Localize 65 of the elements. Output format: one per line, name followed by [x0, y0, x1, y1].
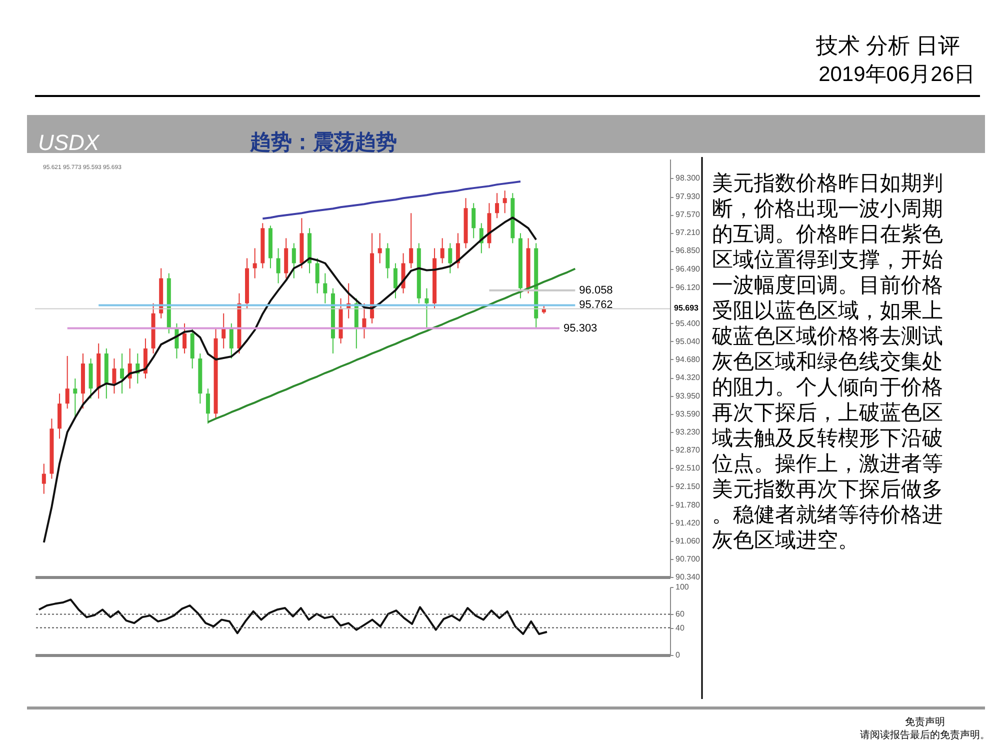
candlestick: [409, 212, 414, 269]
y-tick-label: 96.490: [676, 264, 701, 274]
candlestick: [73, 378, 78, 420]
text: 免责声明: [905, 716, 945, 728]
series-label: 96.058: [579, 284, 613, 296]
y-tick-label: 95.040: [676, 336, 701, 346]
candlestick: [42, 463, 46, 494]
candlestick: [440, 238, 444, 264]
y-tick-label: 91.780: [676, 500, 701, 510]
y-tick-label: 96.850: [676, 246, 701, 256]
candlestick: [112, 358, 116, 394]
candlestick: [252, 248, 257, 279]
y-tick-label: 0: [676, 650, 680, 660]
y-tick-label: 90.700: [676, 554, 701, 564]
y-tick-label: 95.400: [676, 318, 701, 328]
y-tick-label: 98.300: [676, 174, 701, 183]
candlestick: [448, 242, 452, 274]
candlestick: [65, 355, 70, 410]
y-tick-label: 100: [676, 582, 690, 592]
y-tick-label: 91.420: [676, 518, 701, 528]
text: 请阅读报告最后的免责声明。: [860, 729, 990, 741]
candlestick: [206, 388, 210, 424]
y-tick-label: 92.510: [676, 464, 701, 473]
candlestick: [362, 302, 366, 339]
y-tick-label: 97.210: [676, 228, 701, 238]
candlestick: [276, 248, 280, 284]
candlestick: [182, 322, 187, 354]
y-tick-label: 96.120: [676, 282, 701, 292]
candlestick: [229, 322, 234, 359]
candlestick: [393, 262, 398, 299]
line-series: [38, 598, 548, 635]
candlestick: [120, 352, 124, 394]
text: USDX: [38, 130, 100, 155]
line-series: [42, 216, 538, 544]
text: 技术 分析 日评: [814, 33, 960, 58]
candlestick: [292, 242, 296, 279]
series-label: 95.762: [579, 299, 613, 312]
y-tick-label: 91.060: [676, 536, 701, 546]
candlestick: [424, 288, 429, 329]
y-tick-label: 93.230: [676, 428, 701, 437]
chart-title: 趋势：震荡趋势: [249, 131, 397, 154]
candlestick: [315, 258, 320, 294]
candlestick: [495, 192, 500, 219]
line-series: [262, 180, 522, 220]
candlestick: [386, 242, 390, 279]
y-tick-label: 40: [676, 623, 685, 632]
candlestick: [472, 202, 476, 239]
text: 2019年06月26日: [818, 63, 975, 86]
y-tick-label: 90.340: [676, 572, 701, 582]
y-tick-label: 93.590: [676, 410, 701, 419]
y-tick-label: 97.570: [676, 210, 701, 220]
y-tick-label: 92.150: [676, 482, 701, 491]
candlestick: [378, 232, 382, 264]
candlestick: [323, 272, 328, 304]
candlestick: [222, 312, 226, 349]
y-tick-label: 92.870: [676, 446, 701, 455]
text: 美元指数价格昨日如期判断，价格出现一波小周期的互调。价格昨日在紫色区域位置得到支撑，开始一波幅度回调。目前价格受阻以蓝色区域，如果上破蓝色区域价格将去测试灰色区域和绿色线交集处的阻力。个人倾向于价格再次下探后，上破蓝色区域去触及反转楔形下沿破位点。操作上，激进者等美元指数再次下探后做多。稳健者就绪等待价格进灰色区域进空。: [712, 172, 943, 552]
series-label: 95.303: [564, 322, 598, 334]
y-tick-label: 60: [676, 610, 685, 619]
y-tick-label: 93.950: [676, 392, 701, 401]
y-tick-label: 94.680: [676, 354, 701, 364]
candlestick: [502, 190, 507, 214]
y-tick-label: 97.930: [676, 192, 701, 202]
y-tick-label: 94.320: [676, 373, 701, 382]
ref-line-label: 95.693: [674, 304, 700, 313]
